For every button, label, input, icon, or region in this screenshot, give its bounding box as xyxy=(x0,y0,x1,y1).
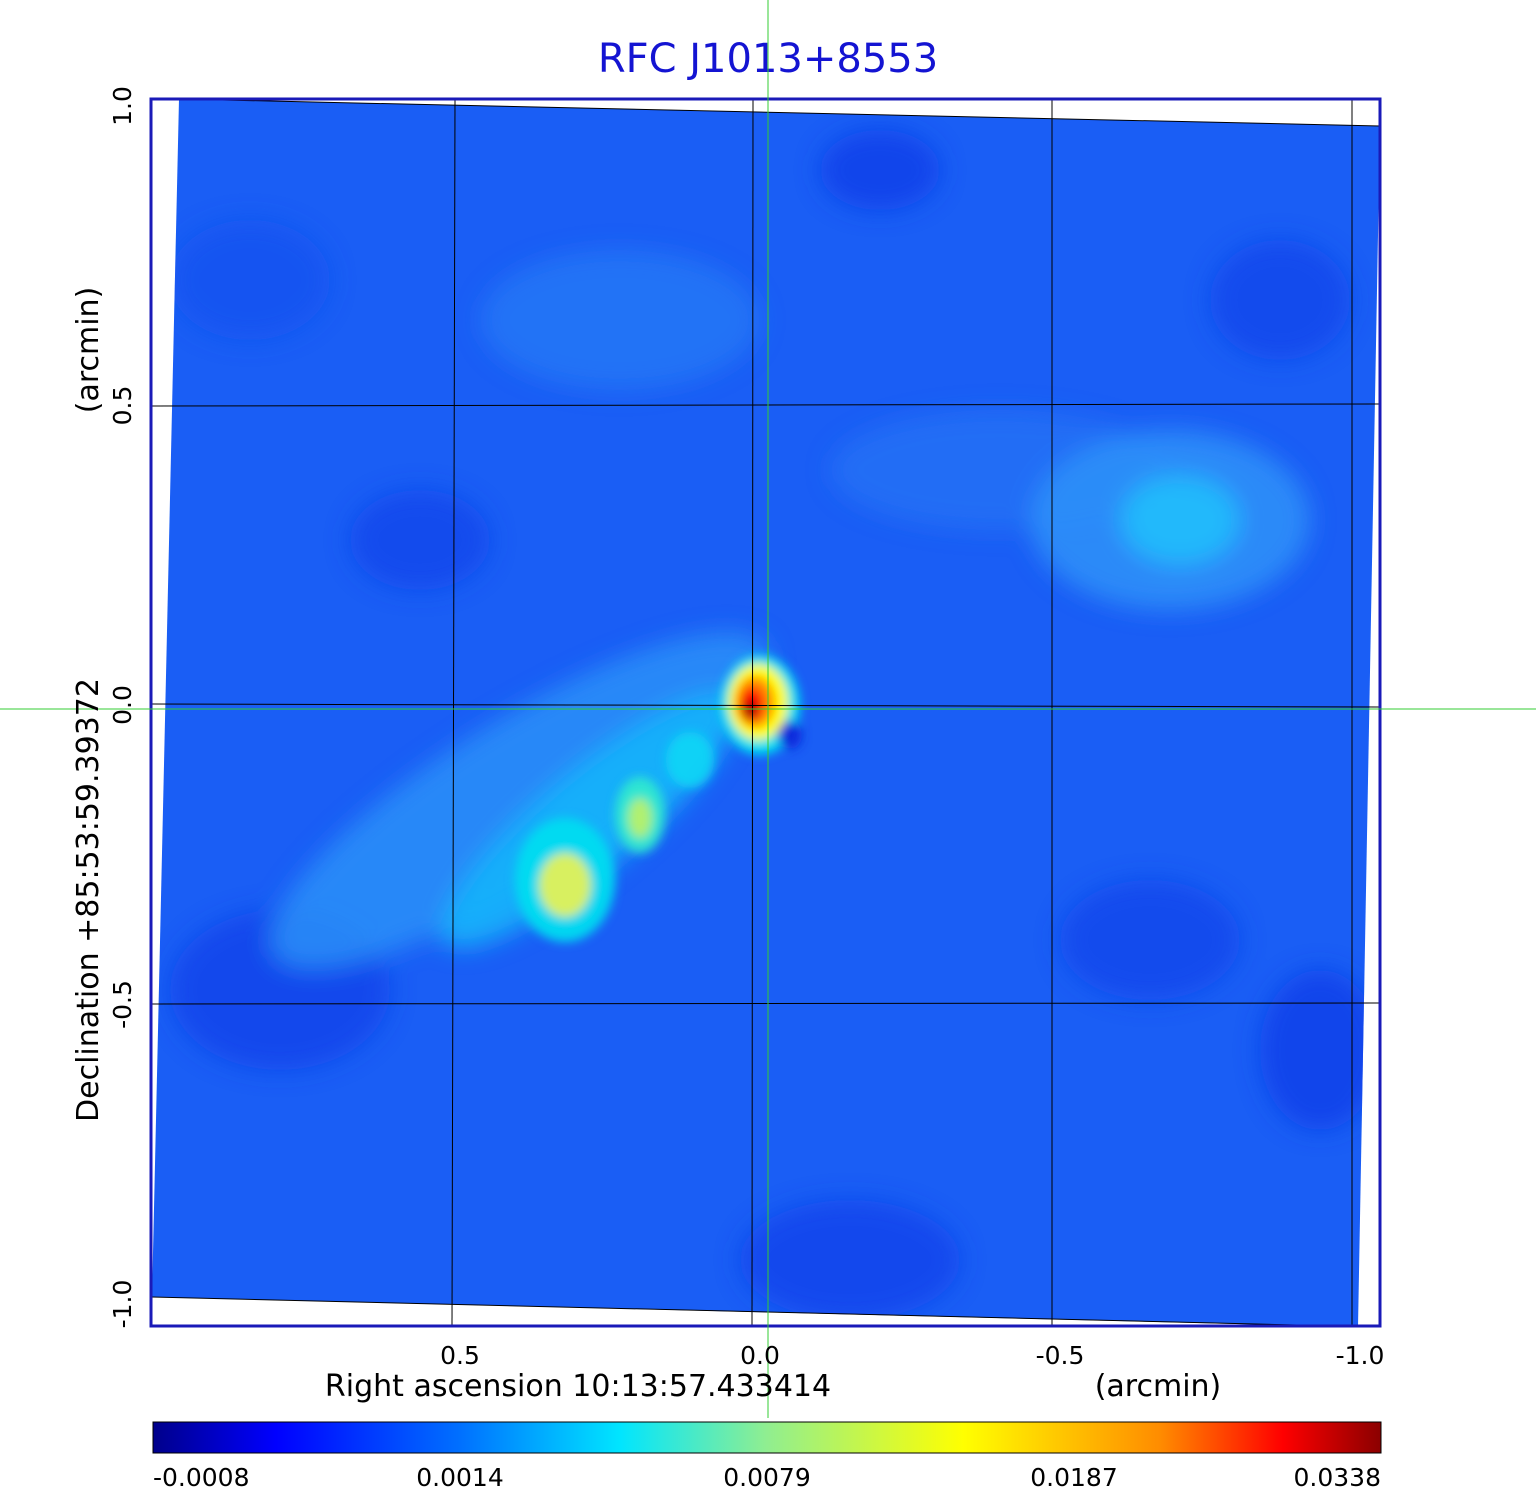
colorbar-tick-label: 0.0187 xyxy=(1030,1463,1117,1492)
x-axis-label: Right ascension 10:13:57.433414 xyxy=(325,1369,831,1404)
y-tick-labels: 1.0 0.5 0.0 -0.5 -1.0 xyxy=(108,86,137,1328)
plot-frame xyxy=(149,97,1382,1328)
y-tick-label: 0.5 xyxy=(108,386,137,426)
y-tick-label: 0.0 xyxy=(108,685,137,725)
y-tick-label: -1.0 xyxy=(108,1280,137,1329)
image-boundary-bottom xyxy=(151,1296,1381,1328)
x-tick-label: -0.5 xyxy=(1036,1341,1085,1370)
colorbar xyxy=(152,1421,1382,1454)
sky-map xyxy=(152,99,1380,1327)
y-tick-label: 1.0 xyxy=(108,86,137,126)
coordinate-grid xyxy=(149,98,1381,1327)
x-axis-unit: (arcmin) xyxy=(1095,1369,1222,1404)
colorbar-tick-label: -0.0008 xyxy=(153,1463,250,1492)
colorbar-tick-label: 0.0338 xyxy=(1294,1463,1381,1492)
x-tick-label: 0.5 xyxy=(440,1341,480,1370)
image-boundary-top xyxy=(178,98,1381,127)
colorbar-tick-label: 0.0079 xyxy=(723,1463,810,1492)
x-tick-label: -1.0 xyxy=(1336,1341,1385,1370)
y-tick-label: -0.5 xyxy=(108,980,137,1029)
x-tick-label: 0.0 xyxy=(740,1341,780,1370)
colorbar-tick-label: 0.0014 xyxy=(416,1463,503,1492)
x-tick-labels: 0.5 0.0 -0.5 -1.0 xyxy=(440,1341,1384,1370)
colorbar-tick-labels: -0.0008 0.0014 0.0079 0.0187 0.0338 xyxy=(153,1463,1381,1492)
y-axis-label: Declination +85:53:59.39372 xyxy=(71,678,106,1122)
y-axis-unit: (arcmin) xyxy=(71,287,106,414)
